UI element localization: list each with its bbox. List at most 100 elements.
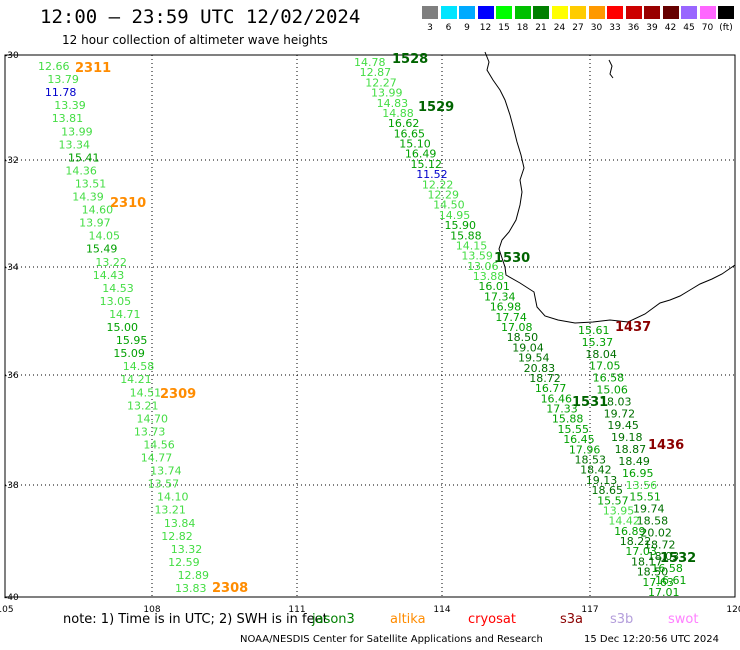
pass-number-label: 1530 [494,251,530,266]
wave-height-label: 13.73 [134,425,166,438]
wave-height-label: 19.04 [512,341,544,354]
wave-height-label: 18.50 [507,331,538,344]
legend-swatch [477,6,494,19]
legend-label: 42 [664,23,677,33]
lon-tick-label: 108 [143,605,160,615]
wave-height-label: 13.39 [54,99,86,112]
wave-height-label: 13.95 [603,504,635,517]
wave-height-label: 15.12 [411,158,443,171]
pass-number-label: 1531 [572,395,608,410]
wave-height-label: 13.79 [47,73,79,86]
wave-height-label: 14.95 [439,209,471,222]
pass-number-label: 2311 [75,61,111,76]
lon-tick-label: 114 [433,605,450,615]
legend-swatch [681,6,697,19]
wave-height-label: 17.08 [501,321,533,334]
wave-height-label: 13.99 [61,125,93,138]
wave-height-label: 13.84 [164,517,196,530]
mission-label-altika: altika [390,612,426,627]
wave-height-label: 20.02 [640,526,672,539]
wave-height-label: 17.96 [569,443,601,456]
wave-height-label: 15.88 [450,229,482,242]
wave-height-label: 15.06 [596,384,628,397]
wave-height-label: 14.58 [123,360,154,373]
wave-height-label: 15.51 [629,491,661,504]
wave-height-label: 14.15 [456,239,488,252]
wave-height-label: 16.01 [478,280,510,293]
legend-label: 18 [516,23,529,33]
wave-height-label: 18.22 [620,535,652,548]
wave-height-label: 13.51 [75,177,107,190]
wave-height-label: 18.49 [618,455,650,468]
mission-label-cryosat: cryosat [468,612,516,627]
wave-height-label: 14.42 [608,515,640,528]
legend-swatch [533,6,549,19]
wave-height-label: 18.72 [529,372,561,385]
lat-tick-label: -32 [4,156,19,166]
legend-swatch [607,6,623,19]
legend-swatch [514,6,531,19]
legend-label: 12 [479,23,492,33]
wave-height-label: 14.71 [109,308,141,321]
pass-number-label: 2308 [212,581,248,596]
wave-height-label: 18.53 [575,454,607,467]
legend-label: 3 [427,23,433,33]
legend-label: 6 [445,23,452,33]
wave-height-label: 16.46 [541,392,573,405]
wave-height-label: 16.98 [490,301,522,314]
lat-tick-label: -36 [4,371,19,381]
wave-height-label: 13.88 [473,270,505,283]
wave-height-label: 13.99 [371,87,403,100]
legend-swatch [662,6,679,19]
wave-height-label: 12.59 [168,556,200,569]
legend-label: 21 [535,23,547,33]
lat-tick-label: -34 [4,263,19,273]
wave-height-label: 13.74 [150,465,182,478]
wave-height-label: 14.83 [377,97,409,110]
wave-height-label: 17.05 [589,360,621,373]
legend-label: 24 [553,23,566,33]
wave-height-label: 14.36 [65,164,97,177]
wave-height-label: 14.39 [72,191,104,204]
wave-height-label: 13.57 [148,478,180,491]
pass-number-label: 1437 [615,320,651,335]
wave-height-label: 15.41 [68,151,100,164]
wave-height-label: 12.22 [422,178,454,191]
wave-height-label: 17.63 [642,576,674,589]
wave-height-label: 13.83 [175,582,207,595]
wave-height-label: 15.10 [399,138,431,151]
legend-swatch [644,6,660,19]
wave-height-label: 19.13 [586,474,618,487]
mission-label-jason3: jason3 [312,612,355,627]
lon-tick-label: 105 [0,605,14,615]
wave-height-label: 15.95 [116,334,148,347]
wave-height-label: 14.05 [89,230,121,243]
mission-label-swot: swot [668,612,699,627]
wave-height-label: 13.22 [95,256,127,269]
legend-label: 33 [609,23,621,33]
lon-tick-label: 111 [288,605,305,615]
wave-height-label: 12.82 [161,530,193,543]
wave-height-label: 19.18 [611,431,643,444]
wave-height-label: 14.56 [143,438,175,451]
wave-height-label: 15.90 [444,219,476,232]
pass-number-label: 1529 [418,100,454,115]
wave-height-label: 20.83 [524,362,556,375]
wave-height-label: 17.33 [546,403,578,416]
lon-tick-label: 120 [726,605,740,615]
wave-height-label: 12.87 [360,66,392,79]
legend-label: 9 [464,23,470,33]
legend-swatch [496,6,512,19]
wave-height-label: 15.55 [558,423,590,436]
legend-swatch [570,6,586,19]
pass-number-label: 1532 [660,551,696,566]
lat-tick-label: -40 [4,593,19,603]
legend-swatch [718,6,734,19]
wave-height-label: 17.03 [625,545,657,558]
wave-height-label: 12.89 [178,569,210,582]
legend-swatch [588,6,605,19]
wave-height-label: 18.42 [580,464,612,477]
wave-height-label: 16.61 [655,574,687,587]
wave-height-label: 18.03 [600,395,632,408]
